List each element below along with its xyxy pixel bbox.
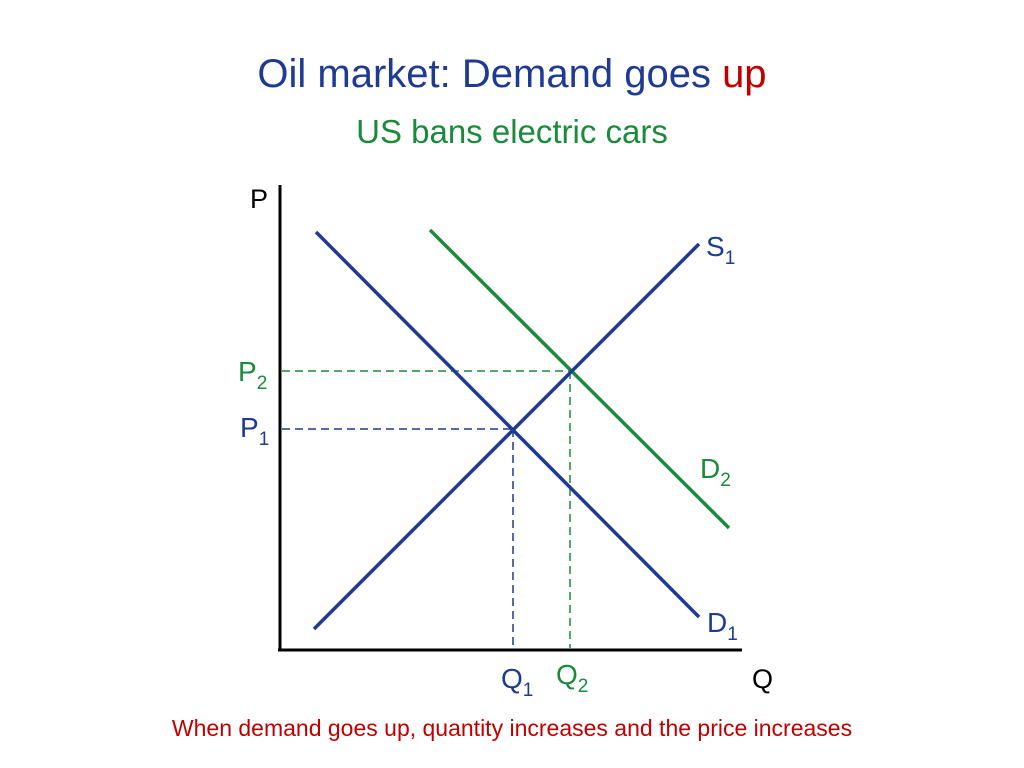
title-accent: up	[722, 52, 767, 96]
x-axis-label: Q	[752, 664, 773, 694]
q1-label: Q1	[501, 663, 533, 701]
p2-label: P2	[238, 356, 267, 394]
demand-curve-d1	[314, 230, 701, 619]
q2-label: Q2	[556, 659, 588, 697]
demand-original-label: D1	[707, 607, 738, 645]
y-axis-label: P	[250, 184, 268, 214]
demand-curve-d2	[428, 228, 731, 530]
supply-curve-s1	[312, 242, 701, 631]
supply-label: S1	[706, 231, 735, 269]
caption: When demand goes up, quantity increases …	[171, 715, 853, 741]
title-main: Oil market: Demand goes	[257, 52, 711, 96]
slide-title: Oil market: Demand goes up	[0, 50, 1024, 98]
demand-new-label: D2	[700, 453, 731, 491]
p1-label: P1	[240, 412, 269, 450]
slide-subtitle: US bans electric cars	[356, 113, 668, 150]
